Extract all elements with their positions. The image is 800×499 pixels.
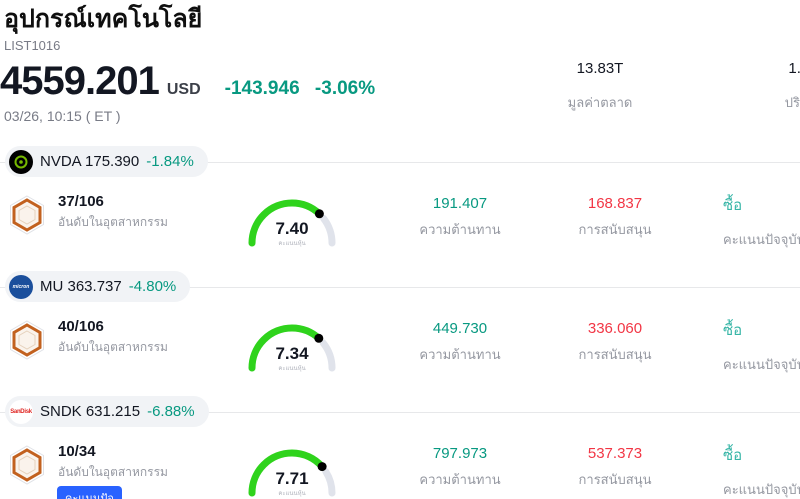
ticker-change: -6.88% [147, 403, 195, 420]
score-gauge: 7.34 คะแนนหุ้น [244, 318, 380, 376]
rank-badge-icon [6, 193, 48, 242]
resistance-value: 797.973 [432, 445, 488, 462]
support-cell: 168.837 การสนับสนุน [540, 193, 690, 240]
ticker-change: -4.80% [128, 278, 177, 295]
stat-market-cap: 13.83T มูลค่าตลาด [540, 60, 660, 113]
stock-row-nvda: NVDA 175.390 -1.84% 37/106 อันดับในอุตสา… [0, 146, 800, 268]
svg-text:คะแนนหุ้น: คะแนนหุ้น [278, 365, 305, 372]
resistance-label: ความต้านทาน [419, 222, 501, 237]
resistance-value: 449.730 [432, 320, 488, 337]
rank-value: 40/106 [58, 318, 104, 335]
svg-text:7.71: 7.71 [275, 469, 308, 488]
resistance-cell: 797.973 ความต้านทาน [380, 443, 540, 490]
signal-label: คะแนนปัจจุบัน [723, 482, 800, 497]
signal-label: คะแนนปัจจุบัน [723, 357, 800, 372]
resistance-cell: 191.407 ความต้านทาน [380, 193, 540, 240]
ticker-symbol-price: MU 363.737 [40, 278, 122, 295]
rank-badge-icon [6, 318, 48, 367]
signal-cell: ซื้อ คะแนนปัจจุบัน [690, 318, 800, 375]
rank-label: อันดับในอุตสาหกรรม [58, 465, 168, 479]
stock-row-mu: micron MU 363.737 -4.80% 40/106 อันดับใน… [0, 271, 800, 393]
ticker-pill-nvda[interactable]: NVDA 175.390 -1.84% [5, 146, 208, 177]
industry-rank-cell: 10/34 อันดับในอุตสาหกรรม [0, 443, 250, 492]
volume-value: 1.31B [788, 60, 800, 77]
rank-label: อันดับในอุตสาหกรรม [58, 215, 168, 229]
score-gauge: 7.71 คะแนนหุ้น [244, 443, 380, 499]
micron-logo-icon: micron [9, 274, 33, 299]
row-divider [0, 412, 800, 413]
support-label: การสนับสนุน [578, 472, 652, 487]
stock-row-sndk: SanDisk SNDK 631.215 -6.88% 10/34 อันดับ… [0, 396, 800, 499]
stock-list: NVDA 175.390 -1.84% 37/106 อันดับในอุตสา… [0, 146, 800, 499]
support-cell: 537.373 การสนับสนุน [540, 443, 690, 490]
buy-signal-link[interactable]: ซื้อ [723, 197, 743, 214]
ticker-symbol-price: SNDK 631.215 [40, 403, 141, 420]
last-price: 4559.201 [0, 59, 160, 103]
svg-text:คะแนนหุ้น: คะแนนหุ้น [278, 490, 305, 497]
change-absolute: -143.946 [224, 78, 300, 99]
score-gauge: 7.40 คะแนนหุ้น [244, 193, 380, 251]
price-change: -143.946 -3.06% [225, 78, 376, 100]
nvidia-logo-icon [9, 149, 33, 174]
currency-label: USD [166, 81, 201, 98]
svg-text:7.40: 7.40 [275, 219, 308, 238]
support-value: 168.837 [587, 195, 643, 212]
rank-badge-icon [6, 443, 48, 492]
change-percent: -3.06% [314, 78, 376, 99]
support-label: การสนับสนุน [578, 222, 652, 237]
ticker-pill-sndk[interactable]: SanDisk SNDK 631.215 -6.88% [5, 396, 209, 427]
market-cap-label: มูลค่าตลาด [567, 95, 633, 110]
signal-cell: ซื้อ คะแนนปัจจุบัน [690, 193, 800, 250]
industry-rank-cell: 37/106 อันดับในอุตสาหกรรม [0, 193, 250, 242]
row-divider [0, 287, 800, 288]
support-value: 537.373 [587, 445, 643, 462]
support-label: การสนับสนุน [578, 347, 652, 362]
page-title: อุปกรณ์เทคโนโลยี [4, 5, 203, 33]
sandisk-logo-icon: SanDisk [9, 399, 33, 424]
signal-label: คะแนนปัจจุบัน [723, 232, 800, 247]
price-line: 4559.201 USD -143.946 -3.06% [0, 59, 800, 104]
row-divider [0, 162, 800, 163]
svg-text:7.34: 7.34 [275, 344, 309, 363]
rank-value: 37/106 [58, 193, 104, 210]
resistance-label: ความต้านทาน [419, 347, 501, 362]
quote-datetime: 03/26, 10:15 ( ET ) [4, 108, 121, 124]
ticker-symbol-price: NVDA 175.390 [40, 153, 140, 170]
stat-volume: 1.31B ปริมาตร [748, 60, 800, 113]
symbol-header: อุปกรณ์เทคโนโลยี LIST1016 4559.201 USD -… [0, 0, 800, 143]
signal-cell: ซื้อ คะแนนปัจจุบัน [690, 443, 800, 499]
rank-value: 10/34 [58, 443, 96, 460]
resistance-label: ความต้านทาน [419, 472, 501, 487]
industry-rank-cell: 40/106 อันดับในอุตสาหกรรม [0, 318, 250, 367]
support-value: 336.060 [587, 320, 643, 337]
buy-signal-link[interactable]: ซื้อ [723, 322, 743, 339]
symbol-code: LIST1016 [4, 38, 61, 53]
svg-text:คะแนนหุ้น: คะแนนหุ้น [278, 240, 305, 247]
support-cell: 336.060 การสนับสนุน [540, 318, 690, 365]
volume-label: ปริมาตร [784, 95, 800, 110]
resistance-cell: 449.730 ความต้านทาน [380, 318, 540, 365]
market-cap-value: 13.83T [576, 60, 624, 77]
ticker-change: -1.84% [146, 153, 194, 170]
resistance-value: 191.407 [432, 195, 488, 212]
buy-signal-link[interactable]: ซื้อ [723, 447, 743, 464]
rank-label: อันดับในอุตสาหกรรม [58, 340, 168, 354]
ticker-pill-mu[interactable]: micron MU 363.737 -4.80% [5, 271, 191, 302]
column-tooltip: คะแนนปัจ [57, 486, 122, 499]
